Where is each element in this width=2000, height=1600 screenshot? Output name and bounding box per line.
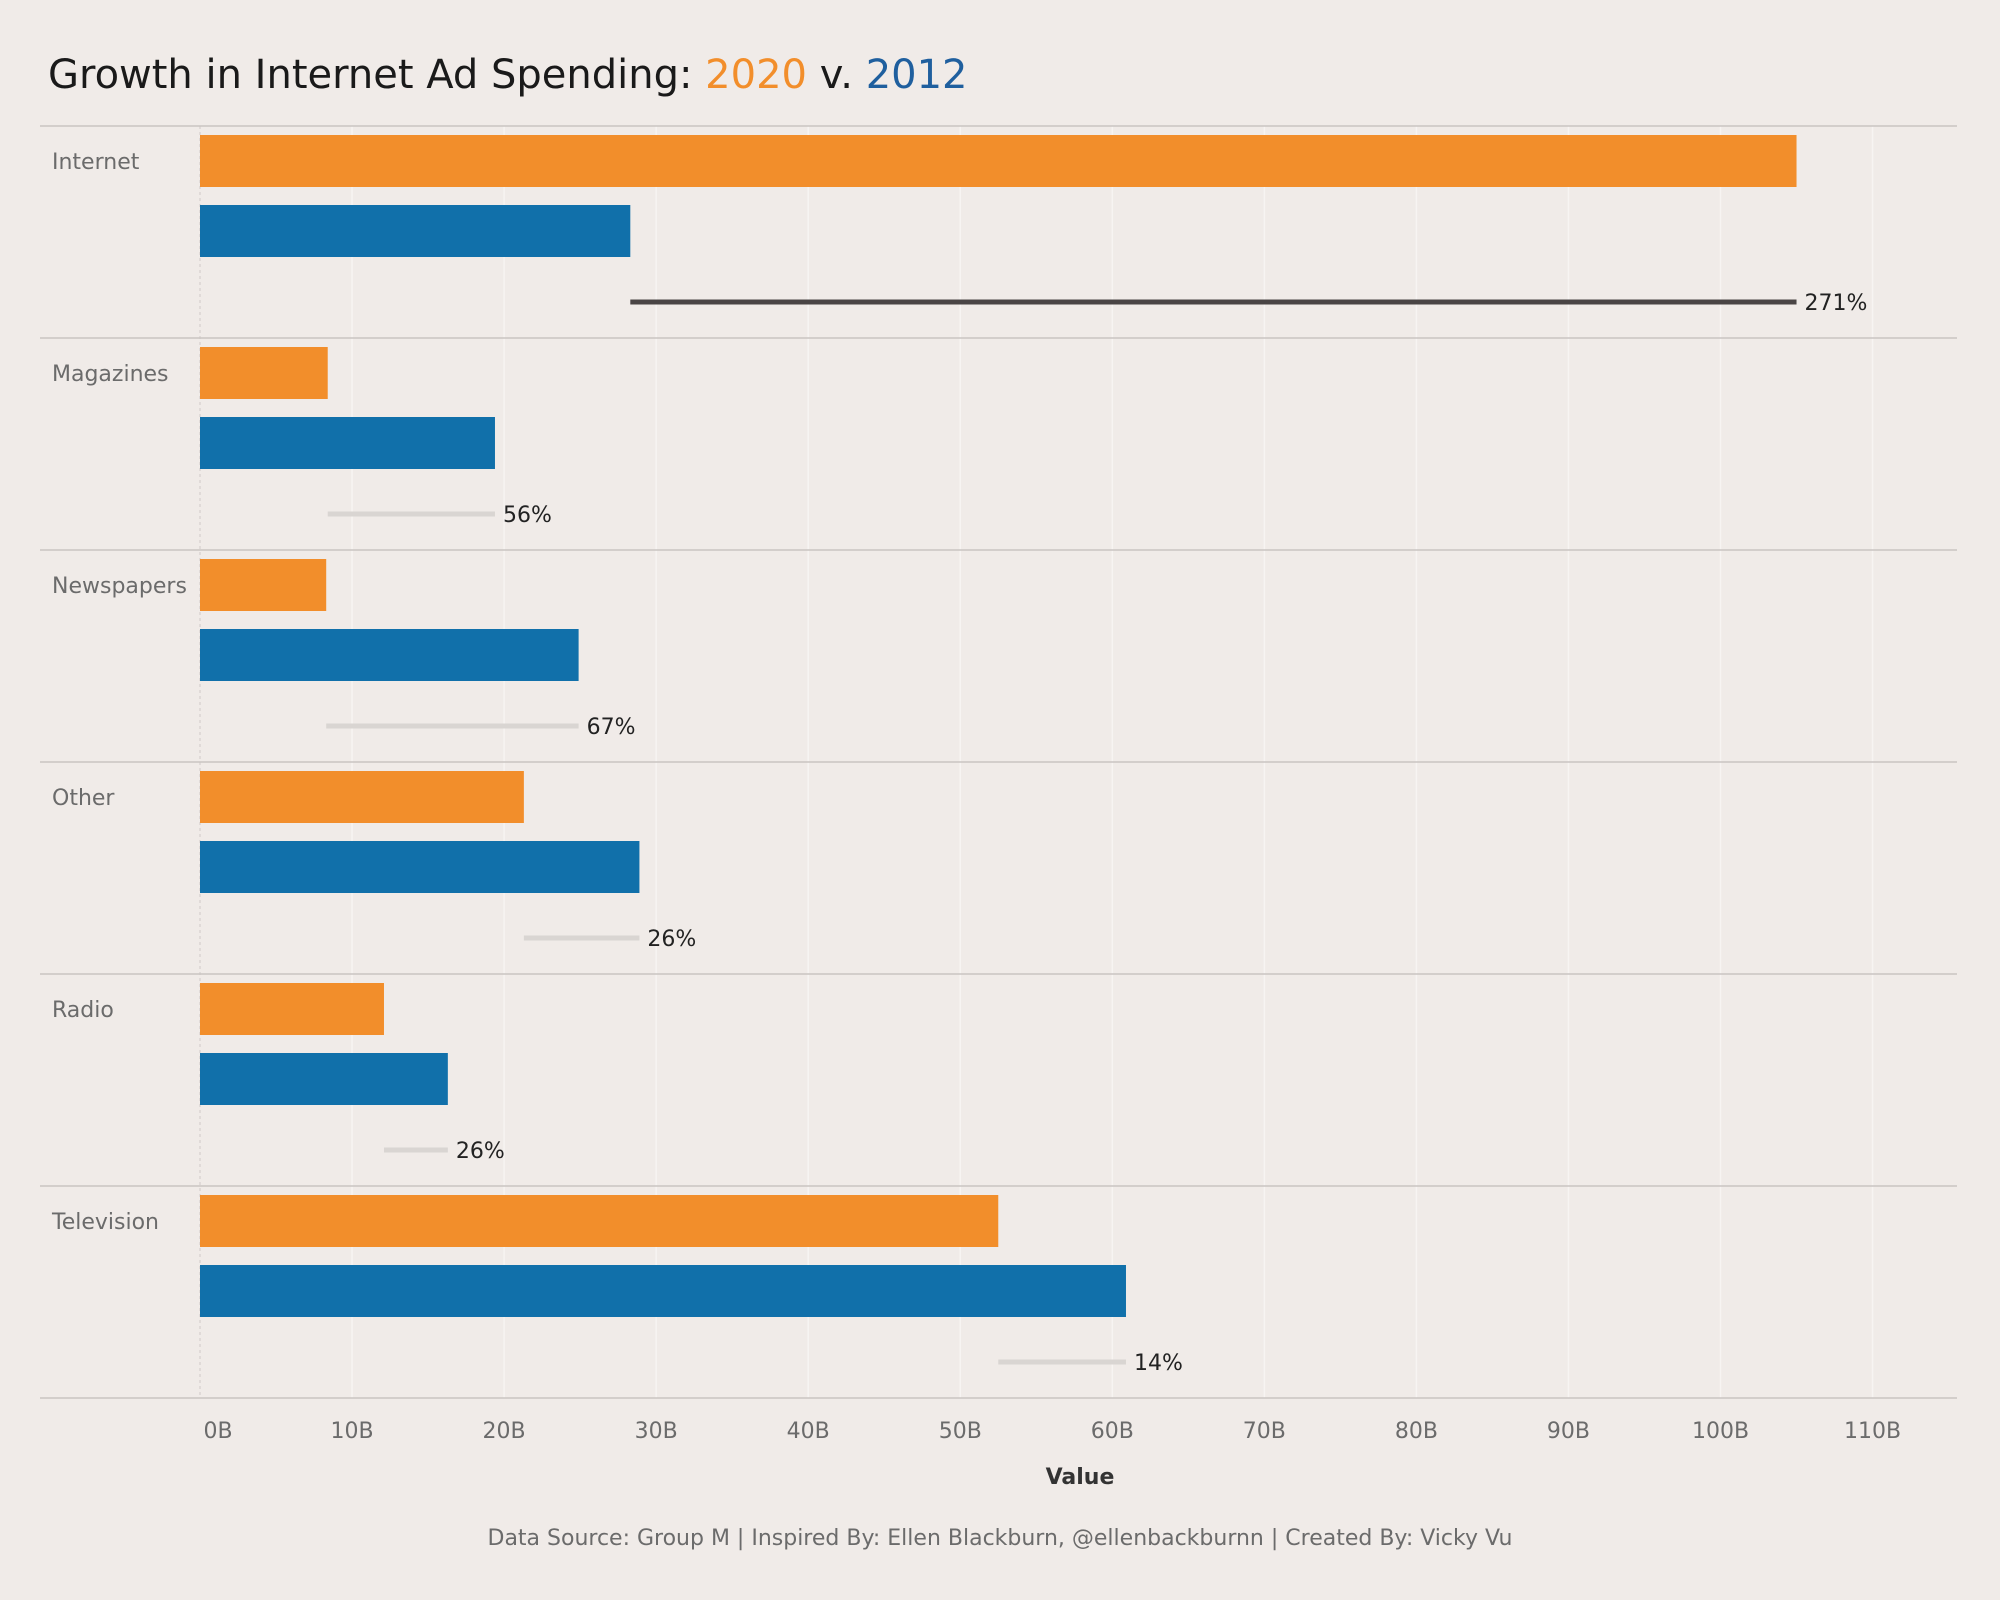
growth-label-newspapers: 67% (587, 715, 636, 740)
category-label-newspapers: Newspapers (52, 574, 187, 599)
x-tick-label: 70B (1243, 1419, 1286, 1444)
bar-2012-magazines (200, 417, 495, 469)
x-tick-label: 40B (787, 1419, 830, 1444)
bar-2020-television (200, 1195, 999, 1247)
category-label-television: Television (51, 1210, 159, 1235)
x-tick-label: 110B (1844, 1419, 1901, 1444)
title-year-2012: 2012 (865, 52, 968, 98)
category-label-radio: Radio (52, 998, 114, 1023)
bar-2012-newspapers (200, 629, 579, 681)
bar-2020-newspapers (200, 559, 327, 611)
title-year-2020: 2020 (705, 52, 807, 98)
x-tick-label: 80B (1395, 1419, 1438, 1444)
bar-2012-internet (200, 205, 631, 257)
x-tick-label: 50B (939, 1419, 982, 1444)
x-tick-label: 10B (331, 1419, 374, 1444)
category-label-magazines: Magazines (52, 362, 169, 387)
growth-label-other: 26% (647, 927, 696, 952)
x-tick-label: 30B (635, 1419, 678, 1444)
category-label-other: Other (52, 786, 115, 811)
growth-label-magazines: 56% (503, 503, 552, 528)
growth-label-internet: 271% (1805, 291, 1868, 316)
x-tick-label: 20B (483, 1419, 526, 1444)
category-label-internet: Internet (52, 150, 140, 175)
chart-title: Growth in Internet Ad Spending: 2020 v. … (48, 52, 967, 98)
bar-2020-magazines (200, 347, 328, 399)
title-prefix: Growth in Internet Ad Spending: (48, 52, 693, 98)
bar-2020-internet (200, 135, 1797, 187)
title-connector: v. (819, 52, 853, 98)
bar-2012-television (200, 1265, 1126, 1317)
growth-label-radio: 26% (456, 1139, 505, 1164)
x-tick-label: 90B (1547, 1419, 1590, 1444)
footer-credits: Data Source: Group M | Inspired By: Elle… (487, 1526, 1513, 1551)
bar-2012-radio (200, 1053, 448, 1105)
x-tick-label: 60B (1091, 1419, 1134, 1444)
bar-2012-other (200, 841, 640, 893)
x-axis-title: Value (1046, 1465, 1115, 1490)
bar-2020-other (200, 771, 524, 823)
growth-label-television: 14% (1134, 1351, 1183, 1376)
bar-2020-radio (200, 983, 384, 1035)
x-tick-label: 0B (203, 1419, 232, 1444)
x-tick-label: 100B (1692, 1419, 1749, 1444)
